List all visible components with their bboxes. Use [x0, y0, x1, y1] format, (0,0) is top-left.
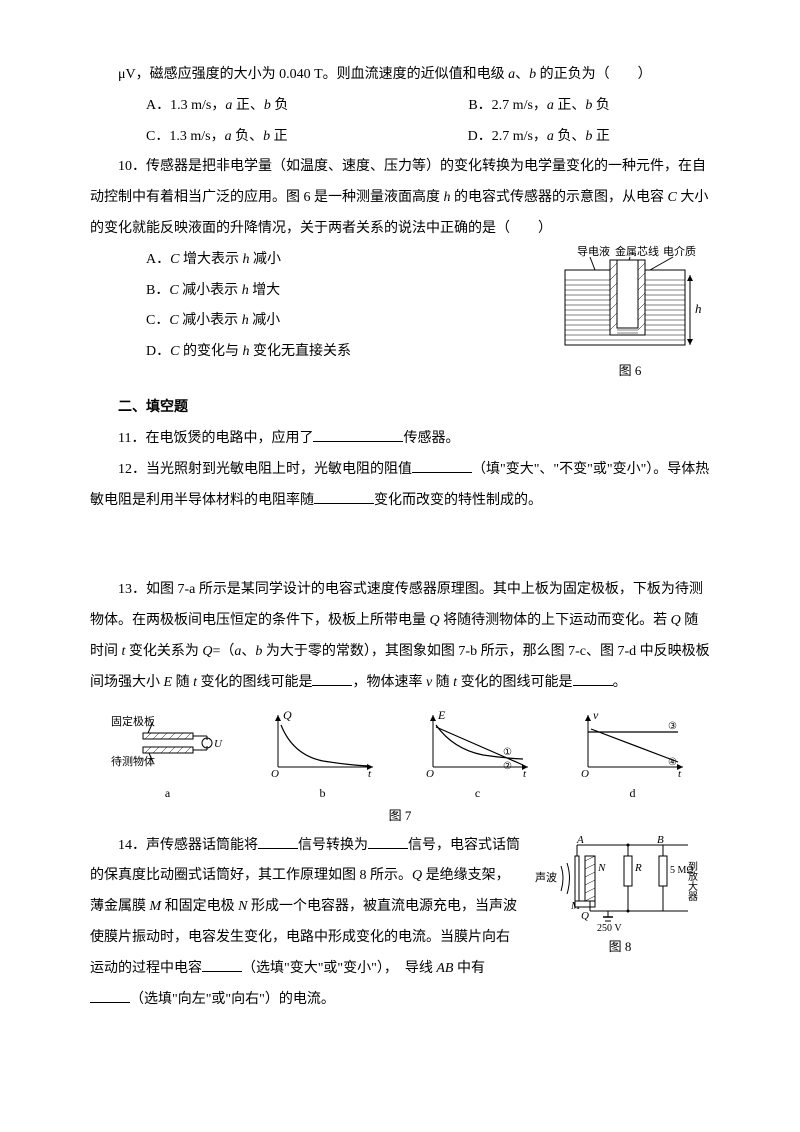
- svg-text:t: t: [523, 768, 527, 780]
- fig7-d: v O t ③ ④ d: [555, 707, 710, 806]
- q14-blank4: [90, 988, 130, 1003]
- fig6-h-label: h: [695, 301, 702, 316]
- svg-text:O: O: [581, 768, 589, 780]
- q13-text: 13．如图 7-a 所示是某同学设计的电容式速度传感器原理图。其中上板为固定极板…: [90, 575, 710, 698]
- svg-text:A: A: [576, 834, 584, 846]
- fig7-a: 固定极板 待测物体: [90, 707, 245, 806]
- q13-blank1: [312, 671, 352, 686]
- svg-text:N: N: [597, 862, 606, 874]
- fig6-label-core: 金属芯线: [615, 245, 659, 258]
- svg-text:③: ③: [668, 721, 677, 732]
- svg-text:②: ②: [503, 761, 512, 772]
- fig7-b: Q O t b: [245, 707, 400, 806]
- fig6-label-dielectric: 电介质: [663, 245, 696, 258]
- q9-options-row2: C．1.3 m/s，a 负、b 正 D．2.7 m/s，a 负、b 正: [90, 122, 710, 153]
- q10-stem: 10．传感器是把非电学量（如温度、速度、压力等）的变化转换为电学量变化的一种元件…: [90, 152, 710, 244]
- svg-text:O: O: [271, 768, 279, 780]
- q12-text: 12．当光照射到光敏电阻上时，光敏电阻的阻值（填"变大"、"不变"或"变小"）。…: [90, 455, 710, 517]
- q9-optC: C．1.3 m/s，a 负、b 正: [146, 122, 288, 153]
- q14-blank3: [202, 957, 242, 972]
- svg-text:v: v: [593, 708, 599, 722]
- q12-p1a: 12．当光照射到光敏电阻上时，光敏电阻的阻值: [118, 462, 412, 477]
- q14-blank1: [258, 834, 298, 849]
- figure-6: 导电液 金属芯线 电介质: [550, 245, 710, 386]
- q12-blank1: [412, 458, 472, 473]
- q9-options-row1: A．1.3 m/s，a 正、b 负 B．2.7 m/s，a 正、b 负: [90, 91, 710, 122]
- q9-stem: μV，磁感应强度的大小为 0.040 T。则血流速度的近似值和电级 a、b 的正…: [90, 60, 710, 91]
- svg-text:t: t: [678, 768, 682, 780]
- fig8-caption: 图 8: [530, 933, 710, 962]
- svg-text:250 V: 250 V: [597, 923, 622, 931]
- section-2-title: 二、填空题: [90, 393, 710, 424]
- q11-before: 11．在电饭煲的电路中，应用了: [118, 431, 313, 446]
- fig7-c: E O t ① ② c: [400, 707, 555, 806]
- svg-text:待测物体: 待测物体: [111, 754, 155, 768]
- q12-p1c: 变化而改变的特性制成的。: [374, 493, 542, 508]
- svg-text:固定极板: 固定极板: [111, 714, 155, 728]
- q11-text: 11．在电饭煲的电路中，应用了 传感器。: [90, 424, 710, 455]
- svg-text:R: R: [634, 862, 642, 874]
- q11-blank: [313, 427, 403, 442]
- svg-text:B: B: [657, 834, 664, 846]
- q13-blank2: [573, 671, 613, 686]
- svg-text:t: t: [368, 768, 372, 780]
- svg-text:Q: Q: [581, 910, 589, 922]
- q9-optA: A．1.3 m/s，a 正、b 负: [146, 91, 288, 122]
- figure-7: 固定极板 待测物体: [90, 707, 710, 806]
- q9-optB: B．2.7 m/s，a 正、b 负: [468, 91, 610, 122]
- svg-text:U: U: [214, 738, 223, 750]
- fig7-caption: 图 7: [90, 802, 710, 831]
- figure-8: 声波 M N Q A B R 5 MΩ: [530, 831, 710, 962]
- svg-text:到放大器: 到放大器: [685, 860, 697, 901]
- q14-blank2: [368, 834, 408, 849]
- svg-text:E: E: [437, 708, 446, 722]
- fig6-label-liquid: 导电液: [577, 245, 610, 258]
- fig6-caption: 图 6: [550, 357, 710, 386]
- q9-optD: D．2.7 m/s，a 负、b 正: [468, 122, 610, 153]
- q11-after: 传感器。: [403, 431, 459, 446]
- svg-text:O: O: [426, 768, 434, 780]
- svg-text:Q: Q: [283, 708, 292, 722]
- svg-text:④: ④: [668, 757, 677, 768]
- svg-text:声波: 声波: [535, 870, 557, 884]
- q12-blank2: [314, 489, 374, 504]
